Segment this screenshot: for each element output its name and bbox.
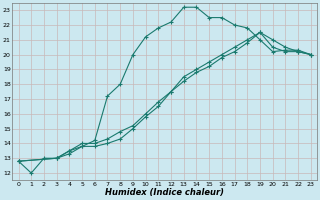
X-axis label: Humidex (Indice chaleur): Humidex (Indice chaleur) <box>105 188 224 197</box>
